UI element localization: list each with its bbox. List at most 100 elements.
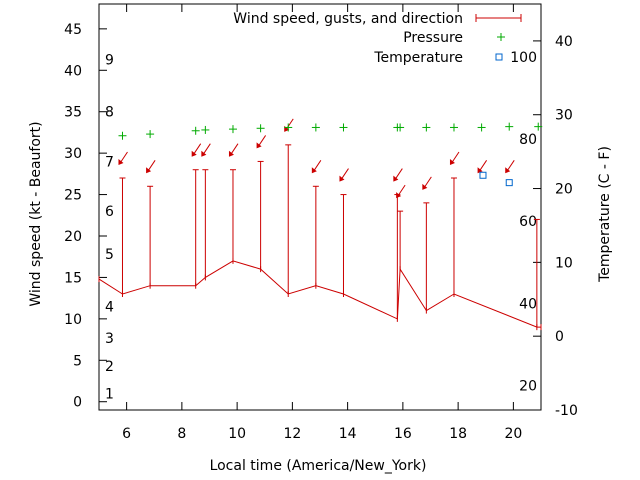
arrow-head bbox=[201, 150, 207, 157]
arrow-head bbox=[422, 183, 428, 190]
fahrenheit-label: 60 bbox=[519, 214, 537, 230]
legend-label: Pressure bbox=[403, 30, 463, 46]
pressure-point bbox=[201, 125, 210, 134]
y-tick-label: 15 bbox=[64, 270, 82, 286]
wind-direction-arrow bbox=[118, 151, 128, 165]
fahrenheit-label: 100 bbox=[510, 50, 537, 66]
y-tick-label: 10 bbox=[64, 312, 82, 328]
y-axis-ticks: 0 5 10 15 20 25 30 35 40 45 bbox=[64, 22, 107, 411]
wind-direction-arrow bbox=[191, 143, 202, 157]
arrow-head bbox=[449, 159, 455, 165]
beaufort-label: 5 bbox=[105, 247, 114, 263]
x-tick-label: 8 bbox=[177, 426, 186, 442]
arrow-head bbox=[191, 150, 197, 157]
y2-tick-label: 30 bbox=[555, 108, 573, 124]
legend-temperature-box bbox=[495, 53, 503, 61]
y-tick-label: 35 bbox=[64, 105, 82, 121]
pressure-point bbox=[339, 123, 348, 132]
y-tick-label: 20 bbox=[64, 229, 82, 245]
fahrenheit-label: 20 bbox=[519, 379, 537, 395]
y2-tick-label: 0 bbox=[555, 329, 564, 345]
wind-direction-arrow bbox=[311, 160, 322, 174]
arrow-head bbox=[146, 167, 152, 174]
wind-direction-arrow bbox=[256, 135, 267, 149]
x-tick-label: 12 bbox=[283, 426, 301, 442]
y2-axis-ticks: -10 0 10 20 30 40 bbox=[533, 34, 578, 419]
y-tick-label: 5 bbox=[73, 353, 82, 369]
legend-label: Wind speed, gusts, and direction bbox=[233, 11, 463, 27]
x-tick-label: 6 bbox=[122, 426, 131, 442]
beaufort-label: 8 bbox=[105, 105, 114, 121]
beaufort-label: 6 bbox=[105, 204, 114, 220]
fahrenheit-labels: 20 40 60 80 100 bbox=[510, 50, 537, 394]
arrow-head bbox=[393, 175, 399, 182]
x-tick-label: 16 bbox=[394, 426, 412, 442]
plot-border bbox=[98, 3, 542, 411]
y-tick-label: 40 bbox=[64, 63, 82, 79]
arrow-head bbox=[339, 175, 345, 182]
wind-direction-arrow bbox=[477, 160, 488, 174]
x-axis-ticks: 6 8 10 12 14 16 18 20 bbox=[122, 4, 522, 442]
x-tick-label: 14 bbox=[339, 426, 357, 442]
fahrenheit-label: 80 bbox=[519, 132, 537, 148]
y2-tick-label: 10 bbox=[555, 255, 573, 271]
temperature-point bbox=[505, 179, 513, 187]
pressure-point bbox=[396, 123, 405, 132]
wind-direction-arrow bbox=[396, 184, 406, 199]
wind-direction-arrows bbox=[118, 118, 515, 199]
wind-direction-arrow bbox=[339, 168, 349, 182]
arrow-head bbox=[228, 150, 234, 157]
legend: Wind speed, gusts, and direction Pressure… bbox=[233, 11, 522, 66]
y-tick-label: 0 bbox=[73, 395, 82, 411]
arrow-head bbox=[396, 192, 402, 199]
y2-tick-label: -10 bbox=[555, 403, 578, 419]
y2-axis-label: Temperature (C - F) bbox=[597, 146, 613, 283]
wind-direction-arrow bbox=[228, 143, 239, 157]
wind-series bbox=[98, 144, 542, 331]
wind-speed-line bbox=[98, 260, 541, 328]
pressure-point bbox=[422, 123, 431, 132]
arrow-head bbox=[311, 167, 317, 174]
beaufort-label: 3 bbox=[105, 331, 114, 347]
pressure-point bbox=[284, 123, 293, 132]
beaufort-label: 7 bbox=[105, 154, 114, 170]
wind-direction-arrow bbox=[393, 168, 403, 182]
y2-tick-label: 20 bbox=[555, 182, 573, 198]
beaufort-label: 2 bbox=[105, 359, 114, 375]
wind-direction-arrow bbox=[505, 160, 515, 174]
y-tick-label: 25 bbox=[64, 188, 82, 204]
wind-direction-arrow bbox=[449, 151, 460, 165]
temperature-series bbox=[479, 171, 513, 187]
arrow-head bbox=[118, 159, 124, 165]
pressure-point bbox=[477, 123, 486, 132]
pressure-point bbox=[146, 130, 155, 139]
beaufort-label: 9 bbox=[105, 53, 114, 69]
x-tick-label: 10 bbox=[228, 426, 246, 442]
beaufort-label: 4 bbox=[105, 299, 114, 315]
plot-frame bbox=[98, 3, 542, 411]
fahrenheit-label: 40 bbox=[519, 297, 537, 313]
arrow-head bbox=[256, 142, 262, 149]
wind-direction-arrow bbox=[201, 143, 211, 157]
pressure-point bbox=[534, 122, 543, 131]
x-axis-label: Local time (America/New_York) bbox=[210, 458, 427, 474]
beaufort-labels: 1 2 3 4 5 6 7 8 9 bbox=[105, 53, 114, 403]
pressure-point bbox=[311, 123, 320, 132]
legend-label: Temperature bbox=[373, 50, 463, 66]
wind-direction-arrow bbox=[422, 176, 432, 190]
y-tick-label: 45 bbox=[64, 22, 82, 38]
y-axis-label: Wind speed (kt - Beaufort) bbox=[28, 121, 44, 306]
pressure-point bbox=[191, 126, 200, 135]
pressure-point bbox=[256, 124, 265, 133]
y2-tick-label: 40 bbox=[555, 34, 573, 50]
pressure-point bbox=[505, 122, 514, 131]
pressure-point bbox=[228, 125, 237, 134]
beaufort-label: 1 bbox=[105, 386, 114, 402]
arrow-head bbox=[505, 167, 511, 174]
pressure-point bbox=[449, 123, 458, 132]
y-tick-label: 30 bbox=[64, 146, 82, 162]
x-tick-label: 20 bbox=[504, 426, 522, 442]
temperature-point bbox=[479, 171, 487, 179]
x-tick-label: 18 bbox=[449, 426, 467, 442]
